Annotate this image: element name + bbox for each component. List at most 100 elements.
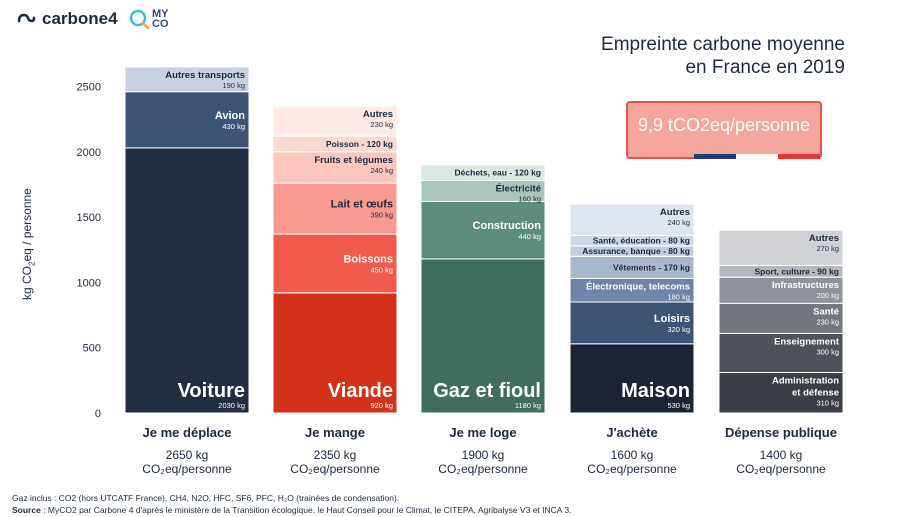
- segment-value: 1180 kg: [515, 401, 541, 410]
- category-unit: CO₂eq/personne: [142, 462, 232, 476]
- segment-value: 310 kg: [816, 399, 839, 408]
- bar-segment: [272, 233, 398, 294]
- bar-segment: [124, 66, 250, 93]
- segment-label: Boissons: [343, 253, 393, 265]
- category-label: J'achète: [606, 425, 658, 440]
- french-flag-stripe: [694, 154, 820, 159]
- title-line1: Empreinte carbone moyenne: [601, 34, 845, 55]
- y-tick-label: 1000: [77, 277, 101, 289]
- segment-value: 190 kg: [222, 81, 245, 90]
- segment-value: 180 kg: [667, 292, 690, 301]
- chart-title: Empreinte carbone moyenne en France en 2…: [601, 33, 845, 79]
- category-total: 1400 kg: [760, 448, 803, 462]
- segment-value: 230 kg: [370, 120, 393, 129]
- segment-label: Déchets, eau - 120 kg: [455, 168, 541, 178]
- segment-value: 270 kg: [816, 244, 839, 253]
- segment-label: Maison: [621, 380, 690, 402]
- category-label: Je mange: [305, 425, 365, 440]
- segment-value: 320 kg: [667, 325, 690, 334]
- category-label: Je me déplace: [143, 425, 232, 440]
- bar-segment: [718, 302, 844, 334]
- bar-segment: [420, 164, 546, 182]
- segment-label: Autres: [809, 233, 839, 244]
- segment-value: 430 kg: [222, 122, 245, 131]
- y-tick-label: 2000: [77, 147, 101, 159]
- segment-value: 300 kg: [816, 347, 839, 356]
- category-label: Dépense publique: [725, 425, 837, 440]
- segment-label: Avion: [215, 110, 245, 122]
- bar-segment: [718, 372, 844, 414]
- category-total: 2650 kg: [166, 448, 209, 462]
- myco2-logo: MY CO: [128, 8, 169, 30]
- bar-segment: [420, 200, 546, 260]
- bar-segment: [569, 343, 695, 414]
- segment-value: 240 kg: [370, 166, 393, 175]
- segment-label: Autres transports: [165, 70, 245, 81]
- bar-segment: [272, 292, 398, 414]
- category-total: 1900 kg: [462, 448, 505, 462]
- footnote-gaz: Gaz inclus : CO2 (hors UTCATF France), C…: [12, 493, 400, 503]
- y-tick-label: 500: [83, 343, 101, 355]
- myco2-magnifier-icon: [129, 9, 150, 30]
- category-unit: CO₂eq/personne: [438, 462, 528, 476]
- carbone4-symbol-icon: [17, 13, 36, 23]
- flag-red: [778, 154, 820, 159]
- segment-value: 160 kg: [518, 195, 541, 204]
- segment-label: Santé, éducation - 80 kg: [593, 236, 690, 246]
- myco-line1: MY: [152, 8, 169, 20]
- segment-label: Infrastructures: [772, 280, 839, 291]
- bar-segment: [124, 147, 250, 414]
- segment-value: 2030 kg: [218, 401, 245, 410]
- segment-label: Autres: [660, 207, 690, 218]
- segment-label: Santé: [813, 306, 839, 317]
- bar-segment: [124, 91, 250, 149]
- segment-label: et défense: [792, 388, 839, 399]
- segment-label: Voiture: [178, 380, 245, 402]
- y-tick-label: 1500: [77, 212, 101, 224]
- y-tick-label: 0: [95, 408, 101, 420]
- category-unit: CO₂eq/personne: [587, 462, 677, 476]
- category-label: Je me loge: [449, 425, 516, 440]
- category-unit: CO₂eq/personne: [290, 462, 380, 476]
- segment-value: 390 kg: [370, 211, 393, 220]
- carbone4-logo: carbone4: [16, 9, 118, 29]
- category-total: 2350 kg: [314, 448, 357, 462]
- segment-label: Sport, culture - 90 kg: [754, 266, 839, 276]
- total-badge: 9,9 tCO2eq/personne: [626, 101, 822, 159]
- flag-white: [736, 154, 778, 159]
- bar-segment: [569, 203, 695, 236]
- segment-label: Viande: [328, 380, 393, 402]
- segment-value: 530 kg: [667, 401, 690, 410]
- segment-label: Assurance, banque - 80 kg: [582, 246, 690, 256]
- segment-label: Électronique, telecoms: [586, 281, 690, 292]
- segment-value: 440 kg: [518, 232, 541, 241]
- bar-segment: [718, 229, 844, 266]
- segment-label: Vêtements - 170 kg: [613, 262, 690, 272]
- segment-label: Administration: [772, 376, 839, 387]
- segment-label: Construction: [473, 220, 542, 232]
- footnote-source: Source : MyCO2 par Carbone 4 d'après le …: [12, 505, 571, 515]
- brand-name: carbone4: [42, 9, 118, 28]
- title-line2: en France en 2019: [685, 57, 845, 78]
- source-text: : MyCO2 par Carbone 4 d'après le ministè…: [40, 505, 572, 515]
- total-badge-text: 9,9 tCO2eq/personne: [637, 115, 811, 135]
- segment-label: Loisirs: [654, 313, 690, 325]
- source-label: Source: [12, 505, 41, 515]
- bar-segment: [420, 258, 546, 414]
- segment-label: Enseignement: [774, 336, 840, 347]
- bar-segment: [569, 301, 695, 345]
- segment-value: 200 kg: [816, 291, 839, 300]
- segment-label: Lait et œufs: [331, 199, 393, 211]
- segment-label: Électricité: [496, 184, 541, 195]
- flag-blue: [694, 154, 736, 159]
- segment-label: Autres: [363, 109, 393, 120]
- bar-segment: [272, 151, 398, 184]
- segment-label: Gaz et fioul: [433, 380, 541, 402]
- segment-value: 920 kg: [370, 401, 393, 410]
- y-tick-label: 2500: [77, 82, 101, 94]
- segment-value: 240 kg: [667, 218, 690, 227]
- myco-line2: CO: [152, 18, 169, 30]
- segment-value: 450 kg: [370, 265, 393, 274]
- category-unit: CO₂eq/personne: [736, 462, 826, 476]
